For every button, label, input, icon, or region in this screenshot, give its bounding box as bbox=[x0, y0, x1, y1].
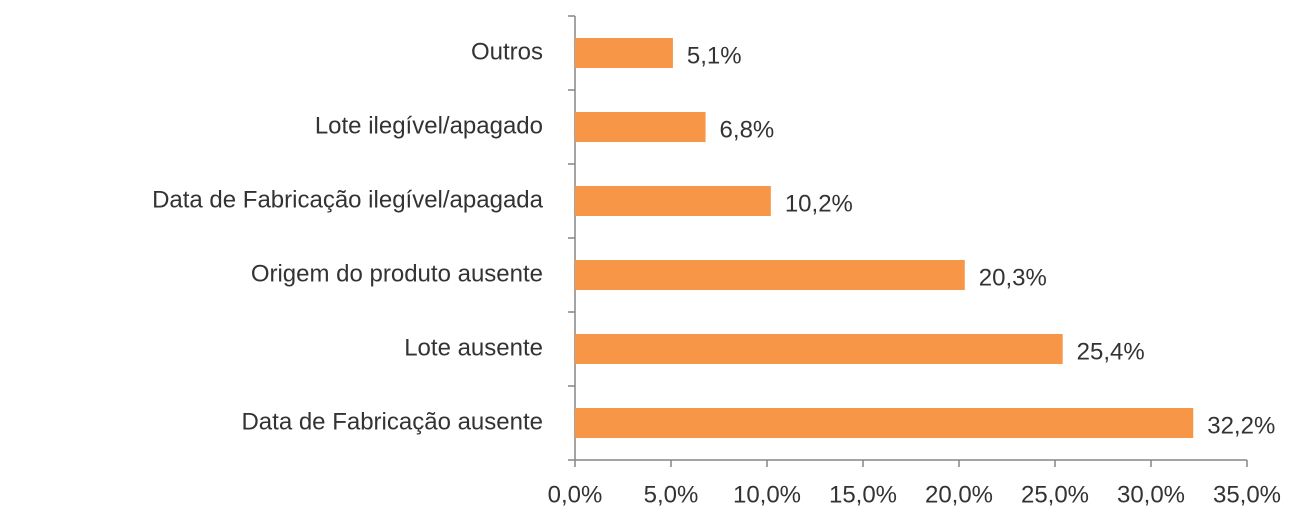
value-label: 20,3% bbox=[979, 264, 1047, 291]
bar bbox=[575, 38, 673, 68]
value-label: 32,2% bbox=[1207, 412, 1275, 439]
value-label: 6,8% bbox=[720, 116, 775, 143]
x-tick-label: 10,0% bbox=[733, 481, 801, 508]
x-tick-label: 35,0% bbox=[1213, 481, 1281, 508]
bar bbox=[575, 334, 1063, 364]
y-tick-label: Lote ilegível/apagado bbox=[315, 112, 543, 139]
x-tick-label: 20,0% bbox=[925, 481, 993, 508]
y-tick-label: Lote ausente bbox=[404, 334, 543, 361]
x-tick-label: 30,0% bbox=[1117, 481, 1185, 508]
x-tick-label: 25,0% bbox=[1021, 481, 1089, 508]
x-tick-label: 15,0% bbox=[829, 481, 897, 508]
y-tick-label: Outros bbox=[471, 38, 543, 65]
bar bbox=[575, 408, 1194, 438]
bar bbox=[575, 186, 771, 216]
y-tick-label: Data de Fabricação ausente bbox=[241, 408, 543, 435]
bar bbox=[575, 112, 706, 142]
y-tick-label: Origem do produto ausente bbox=[251, 260, 543, 287]
value-label: 25,4% bbox=[1077, 338, 1145, 365]
value-label: 5,1% bbox=[687, 42, 742, 69]
x-tick-label: 5,0% bbox=[644, 481, 699, 508]
y-tick-label: Data de Fabricação ilegível/apagada bbox=[152, 186, 544, 213]
bar bbox=[575, 260, 965, 290]
value-label: 10,2% bbox=[785, 190, 853, 217]
x-tick-label: 0,0% bbox=[548, 481, 603, 508]
